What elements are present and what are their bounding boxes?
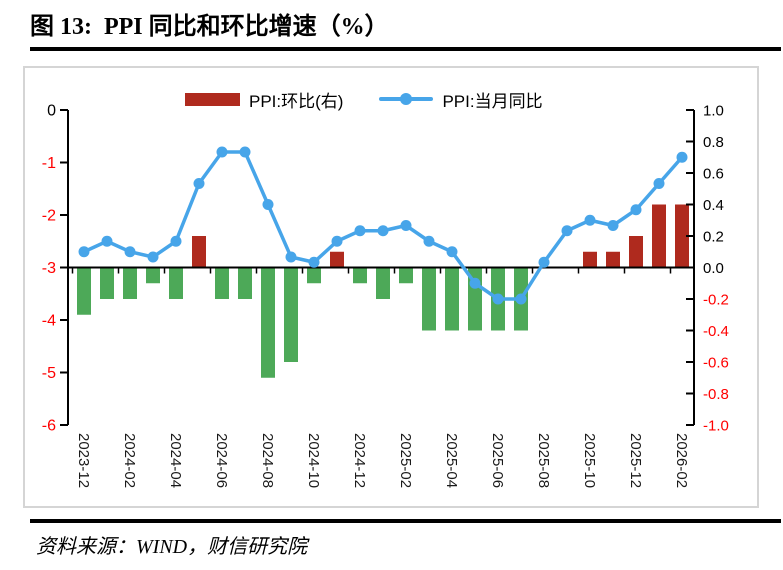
x-tick-label: 2026-02 <box>673 433 690 488</box>
left-tick-label: -5 <box>42 365 56 382</box>
yoy-point-2023-12 <box>78 246 90 258</box>
right-tick-label: -0.2 <box>703 292 729 309</box>
right-tick-label: -0.6 <box>703 355 729 372</box>
bar-2024-01 <box>100 267 114 299</box>
legend-line-dot <box>400 93 413 105</box>
yoy-point-2024-07 <box>239 146 251 158</box>
x-tick-label: 2024-04 <box>167 433 184 488</box>
legend-line-label: PPI:当月同比 <box>442 91 543 111</box>
yoy-point-2026-01 <box>653 178 665 189</box>
right-tick-label: 0.8 <box>703 134 724 151</box>
bar-2025-11 <box>606 251 620 268</box>
x-tick-label: 2024-06 <box>213 433 230 488</box>
left-tick-label: -3 <box>42 260 56 277</box>
bar-2025-02 <box>399 267 413 284</box>
yoy-point-2024-02 <box>124 246 136 258</box>
bar-2024-07 <box>238 267 252 299</box>
yoy-point-2024-03 <box>147 251 159 263</box>
x-tick-label: 2025-08 <box>535 433 552 488</box>
right-tick-label: -0.4 <box>703 323 729 340</box>
footer-divider <box>30 519 781 523</box>
bar-2024-10 <box>307 267 321 284</box>
title-divider <box>30 47 781 51</box>
bar-2024-06 <box>215 267 229 299</box>
yoy-line-series <box>78 146 688 305</box>
yoy-point-2025-08 <box>538 256 550 268</box>
yoy-point-2024-12 <box>354 225 366 237</box>
x-tick-labels: 2023-12 2024-02 2024-04 2024-06 2024-08 2024-… <box>75 433 690 488</box>
x-tick-label: 2025-04 <box>443 433 460 488</box>
figure-title: 图 13: PPI 同比和环比增速（%） <box>30 14 389 40</box>
source-note: 资料来源：WIND，财信研究院 <box>36 536 308 558</box>
legend-bar-swatch-icon <box>185 92 240 106</box>
bar-2024-08 <box>261 267 275 378</box>
left-tick-label: 0 <box>47 103 56 120</box>
legend-item-mom: PPI:环比(右) <box>185 87 343 112</box>
bar-2026-02 <box>675 204 689 268</box>
yoy-point-2025-02 <box>400 220 412 231</box>
x-tick-label: 2025-12 <box>627 433 644 488</box>
left-tick-label: -1 <box>42 155 56 172</box>
bar-2025-03 <box>422 267 436 331</box>
axes: 0 -1 -2 -3 -4 -5 -6 1.0 0.8 0.6 0.4 0.2 0.0 -0.2 -0.4 -… <box>42 103 729 435</box>
chart-legend: PPI:环比(右) PPI:当月同比 <box>185 87 543 112</box>
right-tick-label: 0.4 <box>703 197 724 214</box>
bar-2024-05 <box>192 236 206 268</box>
right-tick-label: 1.0 <box>703 103 724 120</box>
x-tick-label: 2025-10 <box>581 433 598 488</box>
left-tick-label: -6 <box>42 418 56 435</box>
right-tick-label: -0.8 <box>703 386 729 403</box>
yoy-point-2025-05 <box>469 277 481 289</box>
bar-2025-10 <box>583 251 597 268</box>
chart-frame <box>23 66 759 508</box>
left-tick-label: -4 <box>42 313 56 330</box>
bar-2023-12 <box>77 267 91 315</box>
bar-2024-02 <box>123 267 137 299</box>
yoy-point-2025-11 <box>607 220 619 231</box>
bar-2024-12 <box>353 267 367 284</box>
yoy-point-2025-10 <box>584 214 596 226</box>
legend-bar-label: PPI:环比(右) <box>249 91 344 111</box>
yoy-point-2024-04 <box>170 235 182 247</box>
x-tick-label: 2024-10 <box>305 433 322 488</box>
legend-line-swatch-icon <box>379 92 434 106</box>
yoy-point-2024-08 <box>262 199 274 210</box>
x-tick-label: 2024-08 <box>259 433 276 488</box>
x-tick-label: 2025-06 <box>489 433 506 488</box>
left-tick-label: -2 <box>42 208 56 225</box>
x-tick-label: 2025-02 <box>397 433 414 488</box>
right-tick-label: 0.0 <box>703 260 724 277</box>
bar-2025-04 <box>445 267 459 331</box>
x-tick-label: 2023-12 <box>75 433 92 488</box>
x-tick-label: 2024-02 <box>121 433 138 488</box>
bar-2024-11 <box>330 251 344 268</box>
right-tick-label: 0.2 <box>703 229 724 246</box>
bar-2024-04 <box>169 267 183 299</box>
yoy-point-2025-12 <box>630 204 642 216</box>
yoy-point-2024-10 <box>308 256 320 268</box>
yoy-point-2024-06 <box>216 146 228 158</box>
yoy-point-2024-01 <box>101 235 113 247</box>
yoy-point-2025-01 <box>377 225 389 237</box>
yoy-point-2025-09 <box>561 225 573 237</box>
yoy-point-2025-03 <box>423 235 435 247</box>
bar-2025-12 <box>629 236 643 268</box>
right-tick-label: 0.6 <box>703 166 724 183</box>
bar-2026-01 <box>652 204 666 268</box>
yoy-point-2024-05 <box>193 178 205 189</box>
bar-2025-01 <box>376 267 390 299</box>
bar-2024-03 <box>146 267 160 284</box>
x-tick-label: 2024-12 <box>351 433 368 488</box>
yoy-point-2024-11 <box>331 235 343 247</box>
yoy-point-2025-06 <box>492 293 504 305</box>
yoy-point-2025-04 <box>446 246 458 258</box>
legend-item-yoy: PPI:当月同比 <box>379 87 543 112</box>
bar-2024-09 <box>284 267 298 362</box>
yoy-point-2025-07 <box>515 293 527 305</box>
yoy-point-2026-02 <box>676 151 688 163</box>
yoy-point-2024-09 <box>285 251 297 263</box>
right-tick-label: -1.0 <box>703 418 729 435</box>
